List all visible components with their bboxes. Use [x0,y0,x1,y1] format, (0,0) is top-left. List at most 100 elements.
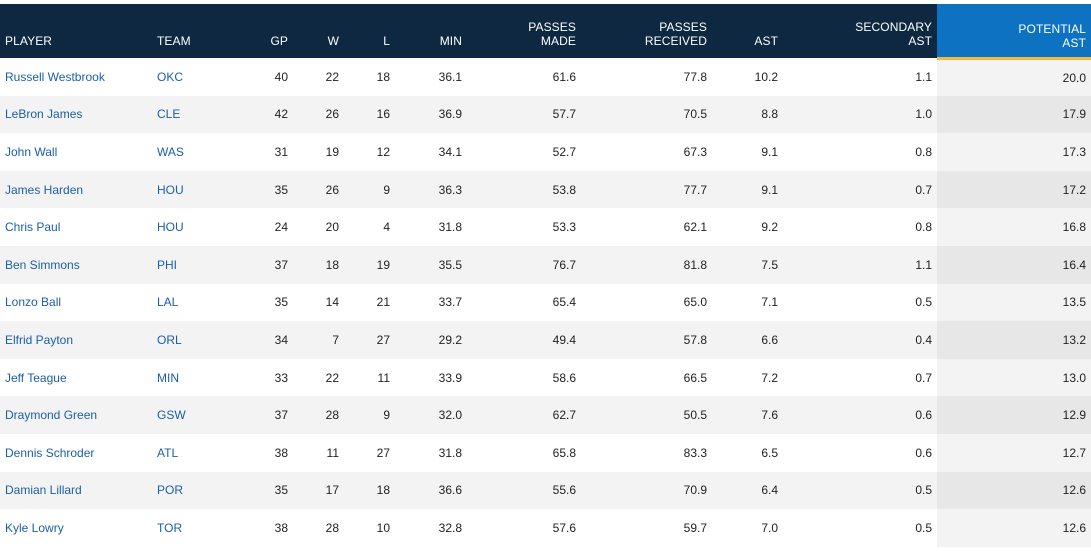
cell-secondary-ast: 0.6 [915,445,932,460]
team-link[interactable]: HOU [157,182,184,197]
team-link[interactable]: LAL [157,295,179,310]
team-link[interactable]: CLE [157,107,181,122]
cell-passes-received: 50.5 [581,396,712,434]
cell-passes-made: 49.4 [467,321,581,359]
cell-player: Kyle Lowry [0,509,152,547]
team-link[interactable]: GSW [157,408,186,423]
cell-potential-ast: 13.0 [937,358,1091,397]
cell-secondary-ast: 0.5 [915,520,932,535]
cell-team: HOU [152,170,256,209]
cell-passes-made: 65.8 [552,445,576,460]
cell-passes-made: 76.7 [467,245,581,284]
cell-w: 19 [325,144,339,159]
player-link[interactable]: Dennis Schroder [5,445,95,460]
cell-w: 28 [293,396,344,434]
cell-ast: 6.4 [712,471,783,510]
table-row: Chris Paul HOU 24 20 4 31.8 53.3 62.1 9.2 0.8 16.8 [0,208,1091,246]
cell-gp: 35 [274,295,288,310]
cell-passes-received: 66.5 [683,370,707,385]
team-link[interactable]: ATL [157,445,179,460]
team-link[interactable]: TOR [157,520,183,535]
cell-player: Damian Lillard [0,471,152,510]
column-header-l[interactable]: L [344,4,395,58]
cell-player: James Harden [0,170,152,209]
cell-passes-received: 59.7 [683,520,707,535]
player-link[interactable]: LeBron James [5,107,83,122]
passing-stats-table: PLAYER TEAM GP W L MIN PASSES MADE PASSES RECEIVE… [0,4,1091,547]
player-link[interactable]: Ben Simmons [5,257,80,272]
cell-potential-ast: 12.9 [937,396,1091,434]
cell-passes-received: 77.8 [683,69,707,84]
cell-passes-received: 77.7 [581,170,712,209]
team-link[interactable]: MIN [157,370,179,385]
cell-gp: 38 [274,445,288,460]
cell-l: 27 [344,321,395,359]
team-link[interactable]: ORL [157,332,182,347]
player-link[interactable]: Chris Paul [5,220,61,235]
column-header-w[interactable]: W [293,4,344,58]
player-link[interactable]: Jeff Teague [5,370,67,385]
player-link[interactable]: Elfrid Payton [5,332,74,347]
cell-min: 33.9 [438,370,462,385]
player-link[interactable]: James Harden [5,182,84,197]
table-row: James Harden HOU 35 26 9 36.3 53.8 77.7 9.1 0.7 17… [0,170,1091,209]
column-header-gp[interactable]: GP [256,4,293,58]
column-header-passes-made[interactable]: PASSES MADE [467,4,581,58]
cell-gp: 33 [274,370,288,385]
cell-min: 36.6 [395,471,467,510]
cell-ast: 7.6 [712,396,783,434]
team-link[interactable]: OKC [157,69,184,84]
cell-min: 34.1 [438,144,462,159]
column-header-label: W [327,34,339,48]
cell-passes-made: 55.6 [467,471,581,510]
player-link[interactable]: Kyle Lowry [5,520,64,535]
table-row: Jeff Teague MIN 33 22 11 33.9 58.6 66.5 7.2 0.7 13… [0,358,1091,397]
cell-gp: 37 [256,396,293,434]
cell-l: 27 [376,445,390,460]
cell-passes-made: 53.8 [467,170,581,209]
cell-w: 17 [293,471,344,510]
cell-l: 4 [383,220,390,235]
column-header-min[interactable]: MIN [395,4,467,58]
cell-potential-ast: 20.0 [937,58,1091,96]
cell-ast: 7.2 [761,370,778,385]
column-header-label: PLAYER [5,34,53,48]
column-header-passes-received[interactable]: PASSES RECEIVED [581,4,712,58]
player-link[interactable]: Damian Lillard [5,483,82,498]
cell-l: 21 [376,295,390,310]
cell-secondary-ast: 0.8 [915,144,932,159]
player-link[interactable]: Russell Westbrook [5,69,105,84]
column-header-label: AST [908,34,932,48]
cell-ast: 9.1 [712,170,783,209]
table-row: Dennis Schroder ATL 38 11 27 31.8 65.8 83.3 6.5 0… [0,433,1091,472]
column-header-player[interactable]: PLAYER [0,4,152,58]
player-link[interactable]: Draymond Green [5,408,98,423]
cell-ast: 6.6 [712,321,783,359]
cell-gp: 42 [256,95,293,134]
cell-w: 22 [325,370,339,385]
player-link[interactable]: John Wall [5,144,58,159]
cell-potential-ast: 17.9 [937,95,1091,134]
table-row: Russell Westbrook OKC 40 22 18 36.1 61.6 77.8 10… [0,58,1091,96]
table-row: Draymond Green GSW 37 28 9 32.0 62.7 50.5 7.6 0.6… [0,396,1091,434]
team-link[interactable]: POR [157,483,184,498]
cell-ast: 7.1 [761,295,778,310]
cell-passes-made: 62.7 [467,396,581,434]
player-link[interactable]: Lonzo Ball [5,295,62,310]
column-header-ast[interactable]: AST [712,4,783,58]
cell-player: Jeff Teague [0,359,152,397]
table-row: Lonzo Ball LAL 35 14 21 33.7 65.4 65.0 7.1 0.5 13.… [0,283,1091,322]
team-link[interactable]: WAS [157,144,184,159]
column-header-team[interactable]: TEAM [152,4,256,58]
team-link[interactable]: PHI [157,257,178,272]
cell-gp: 31 [274,144,288,159]
cell-min: 32.8 [438,520,462,535]
cell-passes-made: 52.7 [552,144,576,159]
cell-passes-received: 70.9 [581,471,712,510]
cell-team: CLE [152,95,256,134]
cell-l: 18 [344,471,395,510]
column-header-secondary-ast[interactable]: SECONDARY AST [783,4,937,58]
team-link[interactable]: HOU [157,220,184,235]
column-header-potential-ast[interactable]: POTENTIAL AST [937,4,1091,60]
